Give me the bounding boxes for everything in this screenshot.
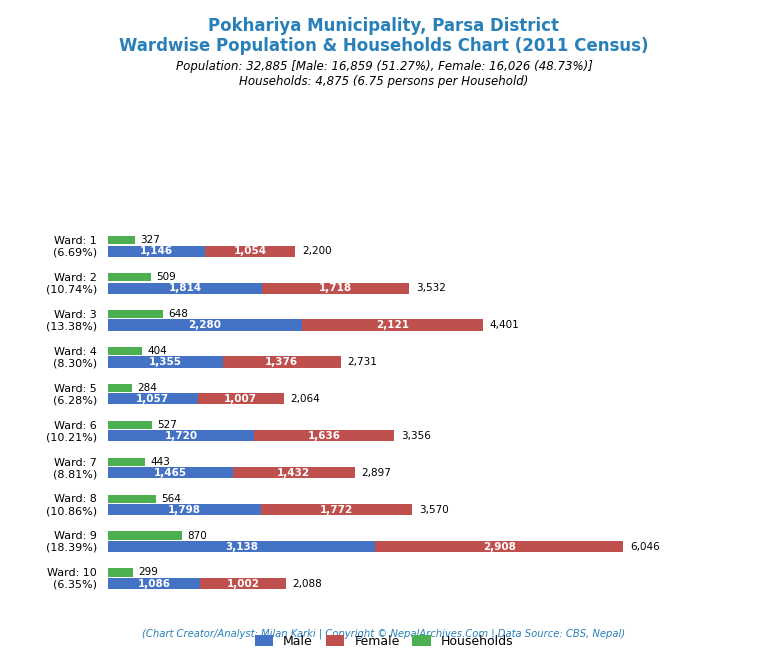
Text: 2,908: 2,908	[483, 541, 516, 551]
Bar	[108, 394, 197, 404]
Bar	[233, 468, 355, 478]
Bar	[108, 568, 133, 577]
Text: 1,720: 1,720	[164, 431, 197, 441]
Text: Households: 4,875 (6.75 persons per Household): Households: 4,875 (6.75 persons per Hous…	[240, 75, 528, 88]
Bar	[108, 468, 233, 478]
Text: 1,798: 1,798	[167, 505, 200, 515]
Text: 870: 870	[187, 531, 207, 541]
Bar	[108, 504, 261, 515]
Text: Population: 32,885 [Male: 16,859 (51.27%), Female: 16,026 (48.73%)]: Population: 32,885 [Male: 16,859 (51.27%…	[176, 60, 592, 73]
Text: Wardwise Population & Households Chart (2011 Census): Wardwise Population & Households Chart (…	[119, 37, 649, 55]
Bar	[108, 310, 163, 318]
Bar	[302, 320, 483, 330]
Text: 2,897: 2,897	[362, 468, 392, 478]
Bar	[108, 282, 263, 294]
Text: 404: 404	[147, 346, 167, 356]
Text: 1,057: 1,057	[136, 394, 169, 404]
Bar	[108, 495, 156, 503]
Bar	[108, 320, 302, 330]
Text: 3,138: 3,138	[225, 541, 258, 551]
Bar	[223, 356, 340, 368]
Bar	[108, 356, 223, 368]
Text: 2,731: 2,731	[347, 357, 377, 367]
Text: 1,054: 1,054	[233, 246, 266, 256]
Text: 3,532: 3,532	[415, 283, 445, 293]
Bar	[108, 531, 182, 539]
Text: 1,146: 1,146	[140, 246, 173, 256]
Text: 1,636: 1,636	[308, 431, 340, 441]
Bar	[263, 282, 409, 294]
Text: 1,772: 1,772	[320, 505, 353, 515]
Text: Pokhariya Municipality, Parsa District: Pokhariya Municipality, Parsa District	[208, 17, 560, 35]
Text: 1,465: 1,465	[154, 468, 187, 478]
Bar	[200, 578, 286, 589]
Text: 3,356: 3,356	[401, 431, 431, 441]
Bar	[108, 273, 151, 281]
Text: 1,718: 1,718	[319, 283, 353, 293]
Bar	[108, 347, 142, 355]
Text: 2,064: 2,064	[290, 394, 320, 404]
Bar	[261, 504, 412, 515]
Text: 299: 299	[138, 567, 158, 577]
Text: 2,088: 2,088	[293, 579, 323, 589]
Text: 648: 648	[168, 309, 188, 319]
Text: 527: 527	[157, 420, 177, 430]
Bar	[197, 394, 283, 404]
Text: 327: 327	[141, 235, 161, 245]
Bar	[254, 430, 394, 442]
Bar	[108, 236, 135, 244]
Legend: Male, Female, Households: Male, Female, Households	[250, 630, 518, 653]
Text: 1,355: 1,355	[149, 357, 182, 367]
Bar	[376, 541, 624, 552]
Text: 509: 509	[156, 272, 176, 282]
Text: (Chart Creator/Analyst: Milan Karki | Copyright © NepalArchives.Com | Data Sourc: (Chart Creator/Analyst: Milan Karki | Co…	[142, 629, 626, 639]
Bar	[108, 430, 254, 442]
Text: 284: 284	[137, 383, 157, 393]
Text: 1,814: 1,814	[168, 283, 201, 293]
Text: 6,046: 6,046	[631, 541, 660, 551]
Text: 1,002: 1,002	[227, 579, 260, 589]
Bar	[108, 578, 200, 589]
Text: 1,432: 1,432	[277, 468, 310, 478]
Bar	[108, 458, 145, 466]
Text: 1,086: 1,086	[137, 579, 170, 589]
Text: 1,007: 1,007	[224, 394, 257, 404]
Text: 3,570: 3,570	[419, 505, 449, 515]
Text: 2,280: 2,280	[188, 320, 221, 330]
Text: 2,200: 2,200	[302, 246, 332, 256]
Text: 4,401: 4,401	[490, 320, 520, 330]
Bar	[108, 384, 132, 392]
Bar	[108, 421, 153, 429]
Bar	[108, 246, 205, 256]
Bar	[108, 541, 376, 552]
Text: 2,121: 2,121	[376, 320, 409, 330]
Bar	[205, 246, 295, 256]
Text: 443: 443	[151, 457, 170, 467]
Text: 1,376: 1,376	[265, 357, 299, 367]
Text: 564: 564	[161, 494, 180, 503]
